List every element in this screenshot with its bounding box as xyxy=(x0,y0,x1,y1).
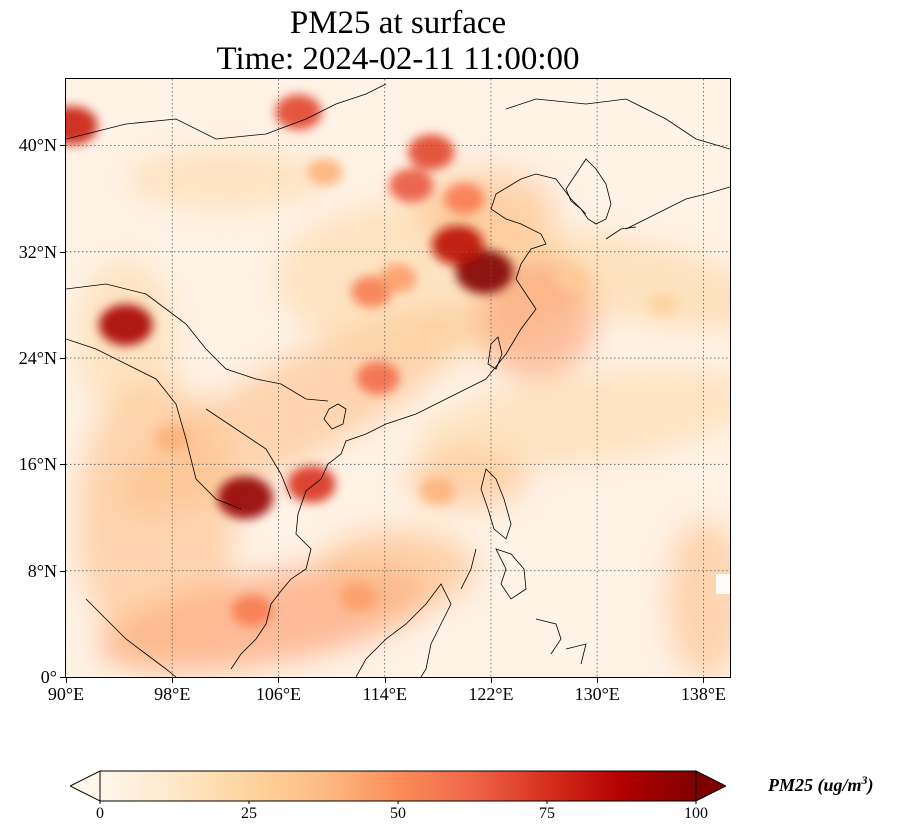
latitude-tick-mark xyxy=(60,571,65,572)
longitude-tick-label: 130°E xyxy=(574,684,620,704)
pm25-hotspot xyxy=(339,582,377,612)
pm25-hotspot xyxy=(98,304,153,346)
colorbar-tick-label: 0 xyxy=(96,805,104,822)
colorbar-title-text: PM25 (ug/m xyxy=(768,775,862,795)
colorbar xyxy=(70,770,726,804)
longitude-tick-label: 122°E xyxy=(468,684,514,704)
map-edge-gap xyxy=(716,574,730,594)
colorbar-title: PM25 (ug/m3) xyxy=(768,773,874,796)
longitude-tick-mark xyxy=(278,678,279,683)
longitude-tick-label: 114°E xyxy=(362,684,407,704)
latitude-tick-label: 40°N xyxy=(18,135,57,156)
colorbar-tick-label: 25 xyxy=(241,805,257,822)
latitude-tick-mark xyxy=(60,358,65,359)
pm25-heatmap xyxy=(66,79,730,677)
colorbar-tick-label: 50 xyxy=(390,805,406,822)
latitude-tick-label: 0° xyxy=(40,667,57,687)
pm25-hotspot xyxy=(420,477,456,505)
colorbar-tickmarks xyxy=(99,801,697,804)
pm25-hotspot-layer xyxy=(66,94,679,627)
longitude-tick-mark xyxy=(172,678,173,683)
pm25-hotspot xyxy=(554,266,587,291)
longitude-tick-label: 106°E xyxy=(255,684,302,704)
pm25-hotspot xyxy=(287,465,336,503)
latitude-tick-label: 16°N xyxy=(18,454,57,475)
longitude-tick-label: 138°E xyxy=(680,684,727,704)
latitude-tick-mark xyxy=(60,677,65,678)
longitude-tick-mark xyxy=(597,678,598,683)
latitude-tick-mark xyxy=(60,464,65,465)
longitude-tick-mark xyxy=(66,678,67,683)
pm25-hotspot xyxy=(217,476,273,519)
longitude-tick-label: 90°E xyxy=(47,684,85,704)
latitude-tick-label: 32°N xyxy=(18,241,57,262)
map-time-subtitle: Time: 2024-02-11 11:00:00 xyxy=(216,41,580,77)
pm25-hotspot xyxy=(356,361,400,395)
latitude-tick-label: 8°N xyxy=(27,560,57,581)
longitude-tick-label: 98°E xyxy=(154,684,191,704)
pm25-hotspot xyxy=(379,264,417,293)
latitude-tick-label: 24°N xyxy=(18,348,57,369)
coastline-outlines xyxy=(66,83,730,677)
colorbar-max-extend xyxy=(695,770,726,802)
pm25-hotspot xyxy=(307,158,343,186)
colorbar-tick-label: 75 xyxy=(539,805,555,822)
pm25-hotspot xyxy=(389,168,434,203)
pm25-hotspot xyxy=(66,106,98,145)
latitude-tick-mark xyxy=(60,252,65,253)
colorbar-gradient xyxy=(99,770,697,802)
map-title: PM25 at surface xyxy=(289,5,507,41)
map-gridlines xyxy=(66,79,730,677)
pm25-hotspot xyxy=(154,424,190,452)
longitude-tick-mark xyxy=(385,678,386,683)
longitude-tick-mark xyxy=(703,678,704,683)
pm25-hotspot xyxy=(431,225,484,266)
pm25-hotspot xyxy=(231,594,273,627)
colorbar-tick-label: 100 xyxy=(684,805,708,822)
colorbar-title-close: ) xyxy=(867,775,874,795)
longitude-tick-mark xyxy=(491,678,492,683)
pm25-hotspot xyxy=(443,182,485,215)
pm25-hotspot xyxy=(648,293,679,317)
pm25-plume-layer xyxy=(76,149,730,677)
colorbar-title-exponent: 3 xyxy=(861,773,868,787)
colorbar-min-extend xyxy=(70,770,101,802)
pm25-hotspot xyxy=(408,134,455,170)
latitude-tick-mark xyxy=(60,145,65,146)
pm25-hotspot xyxy=(275,94,322,131)
map-plot-area xyxy=(65,78,731,678)
